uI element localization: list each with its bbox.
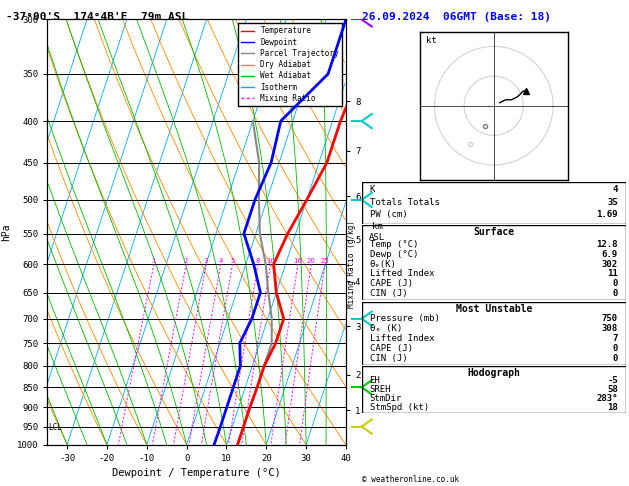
Text: 302: 302	[602, 260, 618, 269]
Text: θₑ (K): θₑ (K)	[370, 324, 402, 333]
Text: 1: 1	[152, 258, 156, 264]
Text: 308: 308	[602, 324, 618, 333]
Text: 8: 8	[256, 258, 260, 264]
Text: 1.69: 1.69	[596, 210, 618, 219]
Text: 3: 3	[204, 258, 208, 264]
Text: 4: 4	[613, 185, 618, 194]
Text: Pressure (mb): Pressure (mb)	[370, 314, 440, 324]
Text: Hodograph: Hodograph	[467, 368, 520, 378]
Text: Lifted Index: Lifted Index	[370, 334, 434, 343]
Text: Dewp (°C): Dewp (°C)	[370, 250, 418, 259]
Text: 750: 750	[602, 314, 618, 324]
Text: 4: 4	[219, 258, 223, 264]
Text: 0: 0	[613, 289, 618, 298]
Text: 10: 10	[266, 258, 275, 264]
Legend: Temperature, Dewpoint, Parcel Trajectory, Dry Adiabat, Wet Adiabat, Isotherm, Mi: Temperature, Dewpoint, Parcel Trajectory…	[238, 23, 342, 106]
Text: © weatheronline.co.uk: © weatheronline.co.uk	[362, 474, 459, 484]
Text: PW (cm): PW (cm)	[370, 210, 407, 219]
Text: 18: 18	[607, 403, 618, 412]
Text: Totals Totals: Totals Totals	[370, 198, 440, 207]
Text: 25: 25	[321, 258, 330, 264]
Text: LCL: LCL	[48, 423, 62, 432]
Text: EH: EH	[370, 376, 381, 385]
Text: 5: 5	[230, 258, 235, 264]
Y-axis label: hPa: hPa	[1, 223, 11, 241]
Text: 11: 11	[607, 269, 618, 278]
Y-axis label: km
ASL: km ASL	[369, 223, 385, 242]
Text: SREH: SREH	[370, 385, 391, 394]
Text: 0: 0	[613, 279, 618, 288]
Text: Most Unstable: Most Unstable	[455, 304, 532, 313]
Text: 2: 2	[184, 258, 188, 264]
Text: 16: 16	[293, 258, 303, 264]
Text: CIN (J): CIN (J)	[370, 354, 407, 363]
Text: Lifted Index: Lifted Index	[370, 269, 434, 278]
Text: Mixing Ratio (g/kg): Mixing Ratio (g/kg)	[347, 220, 356, 308]
Text: -5: -5	[607, 376, 618, 385]
Text: 58: 58	[607, 385, 618, 394]
Text: 6.9: 6.9	[602, 250, 618, 259]
Text: StmDir: StmDir	[370, 394, 402, 403]
Text: -37°00'S  174°4B'E  79m ASL: -37°00'S 174°4B'E 79m ASL	[6, 12, 189, 22]
Text: kt: kt	[426, 36, 437, 46]
Text: θₑ(K): θₑ(K)	[370, 260, 396, 269]
Text: 20: 20	[307, 258, 316, 264]
Text: 12.8: 12.8	[596, 240, 618, 249]
Text: StmSpd (kt): StmSpd (kt)	[370, 403, 429, 412]
Text: 7: 7	[613, 334, 618, 343]
Text: CAPE (J): CAPE (J)	[370, 279, 413, 288]
Text: K: K	[370, 185, 375, 194]
Text: 0: 0	[613, 354, 618, 363]
Text: CIN (J): CIN (J)	[370, 289, 407, 298]
Text: 283°: 283°	[596, 394, 618, 403]
Text: 26.09.2024  06GMT (Base: 18): 26.09.2024 06GMT (Base: 18)	[362, 12, 550, 22]
X-axis label: Dewpoint / Temperature (°C): Dewpoint / Temperature (°C)	[112, 469, 281, 478]
Text: 0: 0	[613, 344, 618, 353]
Text: CAPE (J): CAPE (J)	[370, 344, 413, 353]
Text: Surface: Surface	[473, 227, 515, 237]
Text: Temp (°C): Temp (°C)	[370, 240, 418, 249]
Text: 35: 35	[607, 198, 618, 207]
